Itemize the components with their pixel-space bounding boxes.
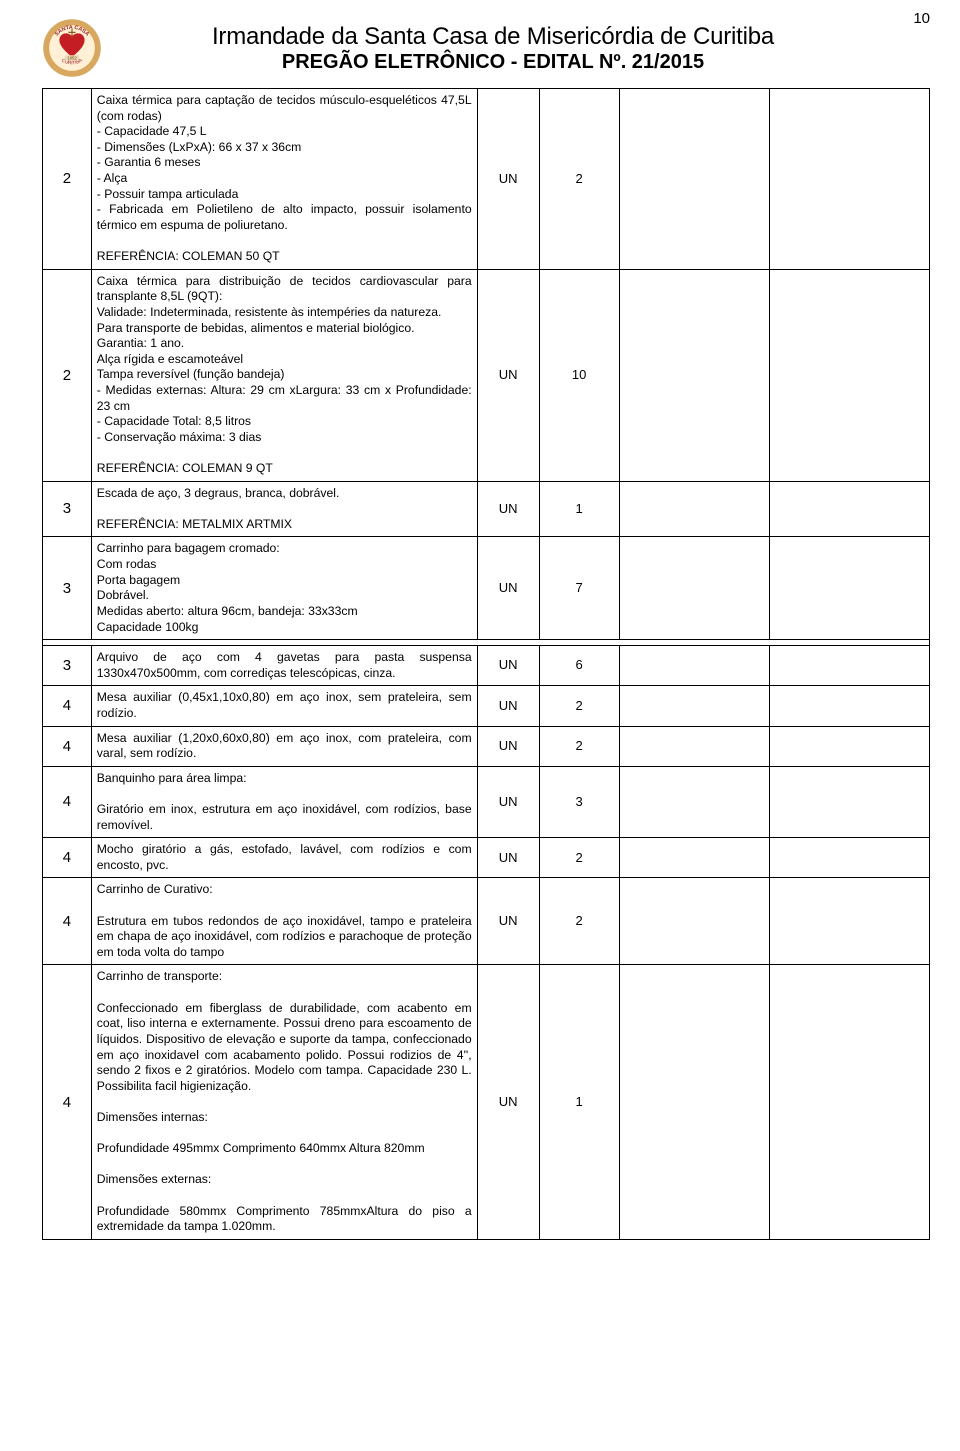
- item-qty: 7: [539, 537, 619, 640]
- item-unit: UN: [477, 89, 539, 270]
- item-description: Arquivo de aço com 4 gavetas para pasta …: [91, 646, 477, 686]
- item-number: 2: [43, 89, 92, 270]
- item-unit: UN: [477, 766, 539, 837]
- item-number: 4: [43, 965, 92, 1239]
- empty-cell: [770, 481, 930, 537]
- empty-cell: [770, 537, 930, 640]
- item-description: Mesa auxiliar (1,20x0,60x0,80) em aço in…: [91, 726, 477, 766]
- header-title: Irmandade da Santa Casa de Misericórdia …: [116, 23, 870, 51]
- empty-cell: [619, 481, 770, 537]
- item-qty: 10: [539, 269, 619, 481]
- item-unit: UN: [477, 726, 539, 766]
- item-number: 3: [43, 646, 92, 686]
- empty-cell: [619, 766, 770, 837]
- item-qty: 3: [539, 766, 619, 837]
- empty-cell: [770, 838, 930, 878]
- item-unit: UN: [477, 481, 539, 537]
- item-qty: 2: [539, 878, 619, 965]
- page-number: 10: [913, 10, 930, 27]
- item-qty: 1: [539, 965, 619, 1239]
- table-row: 4Mocho giratório a gás, estofado, laváve…: [43, 838, 930, 878]
- item-unit: UN: [477, 686, 539, 726]
- empty-cell: [619, 838, 770, 878]
- empty-cell: [770, 965, 930, 1239]
- empty-cell: [619, 965, 770, 1239]
- item-description: Carrinho de Curativo: Estrutura em tubos…: [91, 878, 477, 965]
- item-description: Caixa térmica para captação de tecidos m…: [91, 89, 477, 270]
- table-row: 4Mesa auxiliar (1,20x0,60x0,80) em aço i…: [43, 726, 930, 766]
- empty-cell: [770, 878, 930, 965]
- empty-cell: [770, 726, 930, 766]
- item-unit: UN: [477, 878, 539, 965]
- item-unit: UN: [477, 838, 539, 878]
- item-unit: UN: [477, 646, 539, 686]
- table-row: 2Caixa térmica para distribuição de teci…: [43, 269, 930, 481]
- item-qty: 2: [539, 89, 619, 270]
- header-subtitle: PREGÃO ELETRÔNICO - EDITAL Nº. 21/2015: [116, 51, 870, 74]
- item-unit: UN: [477, 537, 539, 640]
- item-number: 4: [43, 686, 92, 726]
- item-unit: UN: [477, 269, 539, 481]
- empty-cell: [619, 726, 770, 766]
- table-row: 4Carrinho de transporte: Confeccionado e…: [43, 965, 930, 1239]
- empty-cell: [770, 269, 930, 481]
- document-header: SANTA CASA CURITIBA 1852 Irmandade da Sa…: [42, 18, 930, 78]
- item-unit: UN: [477, 965, 539, 1239]
- item-number: 2: [43, 269, 92, 481]
- item-description: Banquinho para área limpa: Giratório em …: [91, 766, 477, 837]
- table-row: 4Mesa auxiliar (0,45x1,10x0,80) em aço i…: [43, 686, 930, 726]
- item-qty: 2: [539, 726, 619, 766]
- empty-cell: [619, 686, 770, 726]
- table-row: 3Arquivo de aço com 4 gavetas para pasta…: [43, 646, 930, 686]
- table-row: 4Carrinho de Curativo: Estrutura em tubo…: [43, 878, 930, 965]
- empty-cell: [619, 646, 770, 686]
- item-description: Mesa auxiliar (0,45x1,10x0,80) em aço in…: [91, 686, 477, 726]
- item-description: Caixa térmica para distribuição de tecid…: [91, 269, 477, 481]
- item-number: 3: [43, 481, 92, 537]
- empty-cell: [770, 89, 930, 270]
- empty-cell: [770, 766, 930, 837]
- table-row: 3Escada de aço, 3 degraus, branca, dobrá…: [43, 481, 930, 537]
- item-number: 4: [43, 726, 92, 766]
- table-row: 3Carrinho para bagagem cromado:Com rodas…: [43, 537, 930, 640]
- empty-cell: [619, 878, 770, 965]
- items-table: 2Caixa térmica para captação de tecidos …: [42, 88, 930, 1240]
- item-number: 4: [43, 838, 92, 878]
- item-description: Escada de aço, 3 degraus, branca, dobráv…: [91, 481, 477, 537]
- empty-cell: [619, 537, 770, 640]
- empty-cell: [770, 686, 930, 726]
- empty-cell: [619, 89, 770, 270]
- svg-text:1852: 1852: [67, 55, 77, 60]
- table-row: 4Banquinho para área limpa: Giratório em…: [43, 766, 930, 837]
- item-qty: 2: [539, 686, 619, 726]
- item-qty: 6: [539, 646, 619, 686]
- empty-cell: [619, 269, 770, 481]
- item-qty: 2: [539, 838, 619, 878]
- item-description: Carrinho de transporte: Confeccionado em…: [91, 965, 477, 1239]
- table-row: 2Caixa térmica para captação de tecidos …: [43, 89, 930, 270]
- empty-cell: [770, 646, 930, 686]
- item-description: Carrinho para bagagem cromado:Com rodasP…: [91, 537, 477, 640]
- item-qty: 1: [539, 481, 619, 537]
- item-number: 3: [43, 537, 92, 640]
- santa-casa-logo: SANTA CASA CURITIBA 1852: [42, 18, 102, 78]
- item-description: Mocho giratório a gás, estofado, lavável…: [91, 838, 477, 878]
- item-number: 4: [43, 878, 92, 965]
- item-number: 4: [43, 766, 92, 837]
